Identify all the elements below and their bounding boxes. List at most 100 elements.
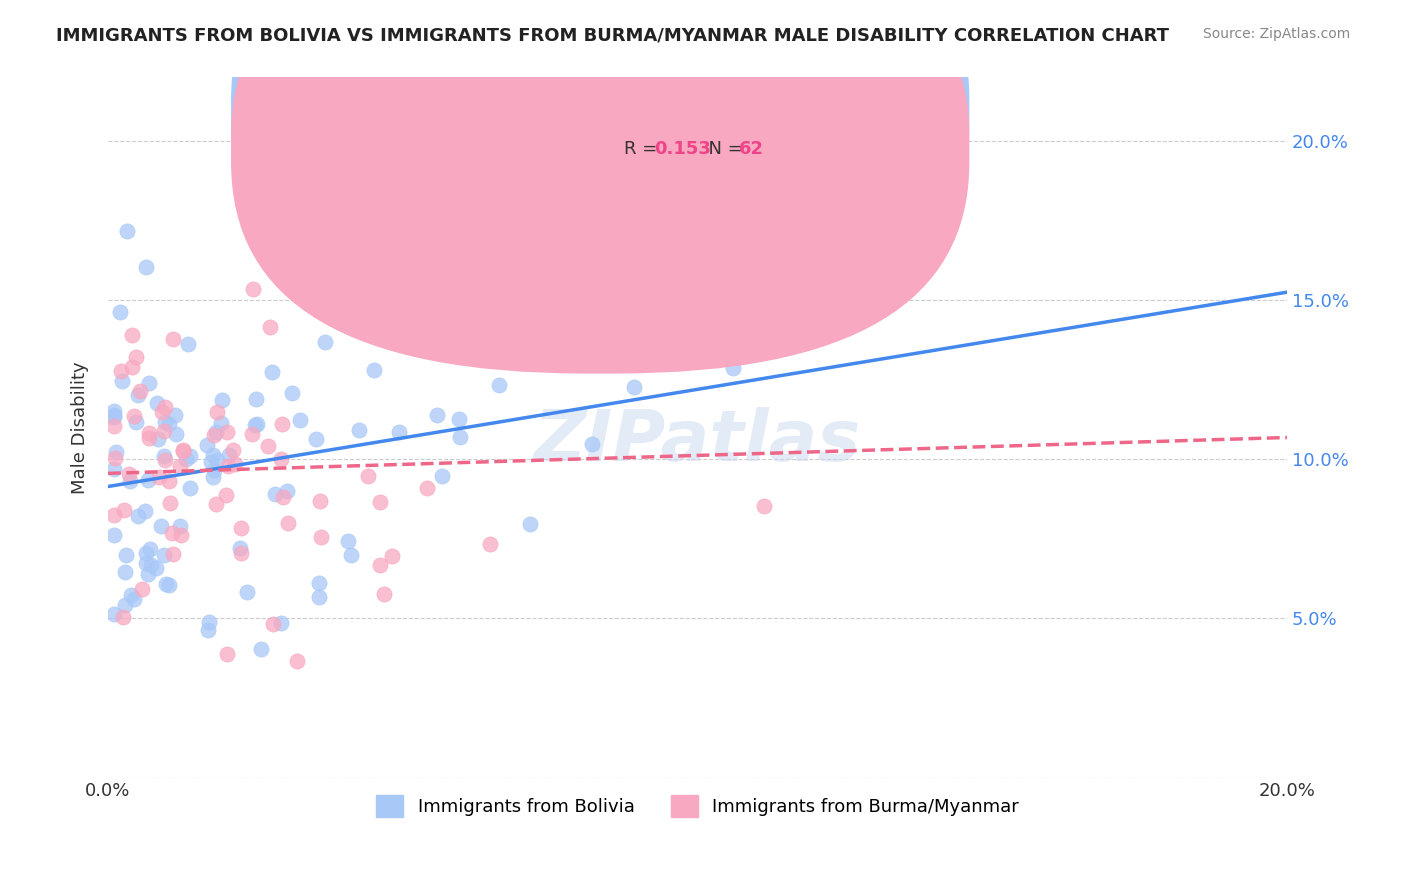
Point bbox=[205, 497, 228, 511]
Text: R =: R = bbox=[624, 103, 664, 121]
Point bbox=[197, 624, 219, 638]
Point bbox=[215, 488, 238, 502]
Point bbox=[174, 452, 197, 467]
Point bbox=[889, 230, 911, 244]
Point bbox=[246, 417, 269, 431]
Point bbox=[263, 487, 285, 501]
Point bbox=[127, 388, 149, 402]
Text: R =: R = bbox=[624, 140, 664, 158]
Point bbox=[204, 425, 226, 440]
Point bbox=[339, 277, 361, 291]
Point bbox=[368, 558, 391, 572]
Point bbox=[259, 320, 281, 334]
Point bbox=[118, 467, 141, 481]
Point bbox=[169, 519, 191, 533]
Point bbox=[103, 408, 125, 422]
Point bbox=[153, 548, 176, 562]
Text: N =: N = bbox=[697, 103, 749, 121]
Point bbox=[150, 405, 173, 419]
Point bbox=[202, 463, 225, 477]
Point bbox=[209, 417, 232, 431]
Point bbox=[347, 423, 370, 437]
Point bbox=[124, 350, 146, 364]
Point bbox=[121, 360, 143, 375]
Point bbox=[110, 364, 132, 378]
Point bbox=[201, 448, 224, 462]
Point bbox=[368, 494, 391, 508]
Point bbox=[159, 496, 181, 510]
Point bbox=[245, 392, 267, 406]
Point bbox=[249, 642, 271, 657]
Point bbox=[503, 335, 526, 350]
Point bbox=[138, 473, 160, 487]
Point bbox=[176, 336, 198, 351]
Point bbox=[122, 409, 145, 424]
Point bbox=[148, 469, 170, 483]
Point bbox=[149, 519, 172, 533]
Point bbox=[195, 438, 218, 452]
Point bbox=[519, 517, 541, 532]
Text: 91: 91 bbox=[738, 103, 763, 121]
Point bbox=[245, 103, 267, 117]
Point bbox=[357, 469, 380, 483]
Point bbox=[224, 457, 246, 471]
Point bbox=[118, 474, 141, 488]
Point bbox=[211, 392, 233, 407]
Point bbox=[139, 558, 162, 572]
Point bbox=[281, 385, 304, 400]
Point bbox=[146, 396, 169, 410]
Point bbox=[202, 428, 225, 442]
Point bbox=[162, 547, 184, 561]
Point bbox=[155, 452, 177, 467]
Point bbox=[416, 481, 439, 495]
Point bbox=[163, 408, 186, 422]
Text: IMMIGRANTS FROM BOLIVIA VS IMMIGRANTS FROM BURMA/MYANMAR MALE DISABILITY CORRELA: IMMIGRANTS FROM BOLIVIA VS IMMIGRANTS FR… bbox=[56, 27, 1170, 45]
Point bbox=[373, 587, 395, 601]
Point bbox=[135, 546, 157, 560]
Point bbox=[309, 530, 332, 544]
Point bbox=[114, 565, 136, 579]
Point bbox=[103, 404, 125, 418]
Point bbox=[103, 528, 125, 542]
Point bbox=[153, 425, 176, 439]
Point bbox=[336, 533, 359, 548]
Point bbox=[478, 537, 501, 551]
Point bbox=[134, 503, 156, 517]
Legend: Immigrants from Bolivia, Immigrants from Burma/Myanmar: Immigrants from Bolivia, Immigrants from… bbox=[368, 788, 1026, 824]
Point bbox=[314, 335, 336, 350]
Point bbox=[430, 469, 453, 483]
FancyBboxPatch shape bbox=[232, 0, 969, 336]
Point bbox=[135, 260, 157, 274]
Point bbox=[103, 508, 125, 522]
Point bbox=[162, 525, 184, 540]
Point bbox=[103, 462, 125, 476]
Point bbox=[135, 556, 157, 570]
Point bbox=[198, 615, 221, 629]
Point bbox=[162, 333, 184, 347]
Point bbox=[155, 577, 177, 591]
Point bbox=[172, 443, 194, 458]
Point bbox=[114, 549, 136, 563]
Point bbox=[444, 302, 467, 317]
Point bbox=[270, 615, 292, 630]
Point bbox=[179, 481, 201, 495]
Point bbox=[205, 453, 228, 467]
Point bbox=[271, 490, 294, 504]
Text: ZIPatlas: ZIPatlas bbox=[534, 407, 860, 476]
Point bbox=[138, 376, 160, 390]
Point bbox=[340, 548, 363, 562]
Point bbox=[104, 445, 127, 459]
Text: 0.153: 0.153 bbox=[654, 140, 710, 158]
Point bbox=[103, 410, 125, 425]
Y-axis label: Male Disability: Male Disability bbox=[72, 361, 89, 494]
Point bbox=[103, 607, 125, 621]
Point bbox=[623, 380, 645, 394]
Point bbox=[309, 494, 332, 508]
FancyBboxPatch shape bbox=[555, 78, 862, 179]
Point bbox=[179, 449, 201, 463]
Point bbox=[488, 377, 510, 392]
Point bbox=[277, 516, 299, 530]
Text: 62: 62 bbox=[738, 140, 763, 158]
Point bbox=[103, 419, 125, 434]
Point bbox=[381, 549, 404, 564]
